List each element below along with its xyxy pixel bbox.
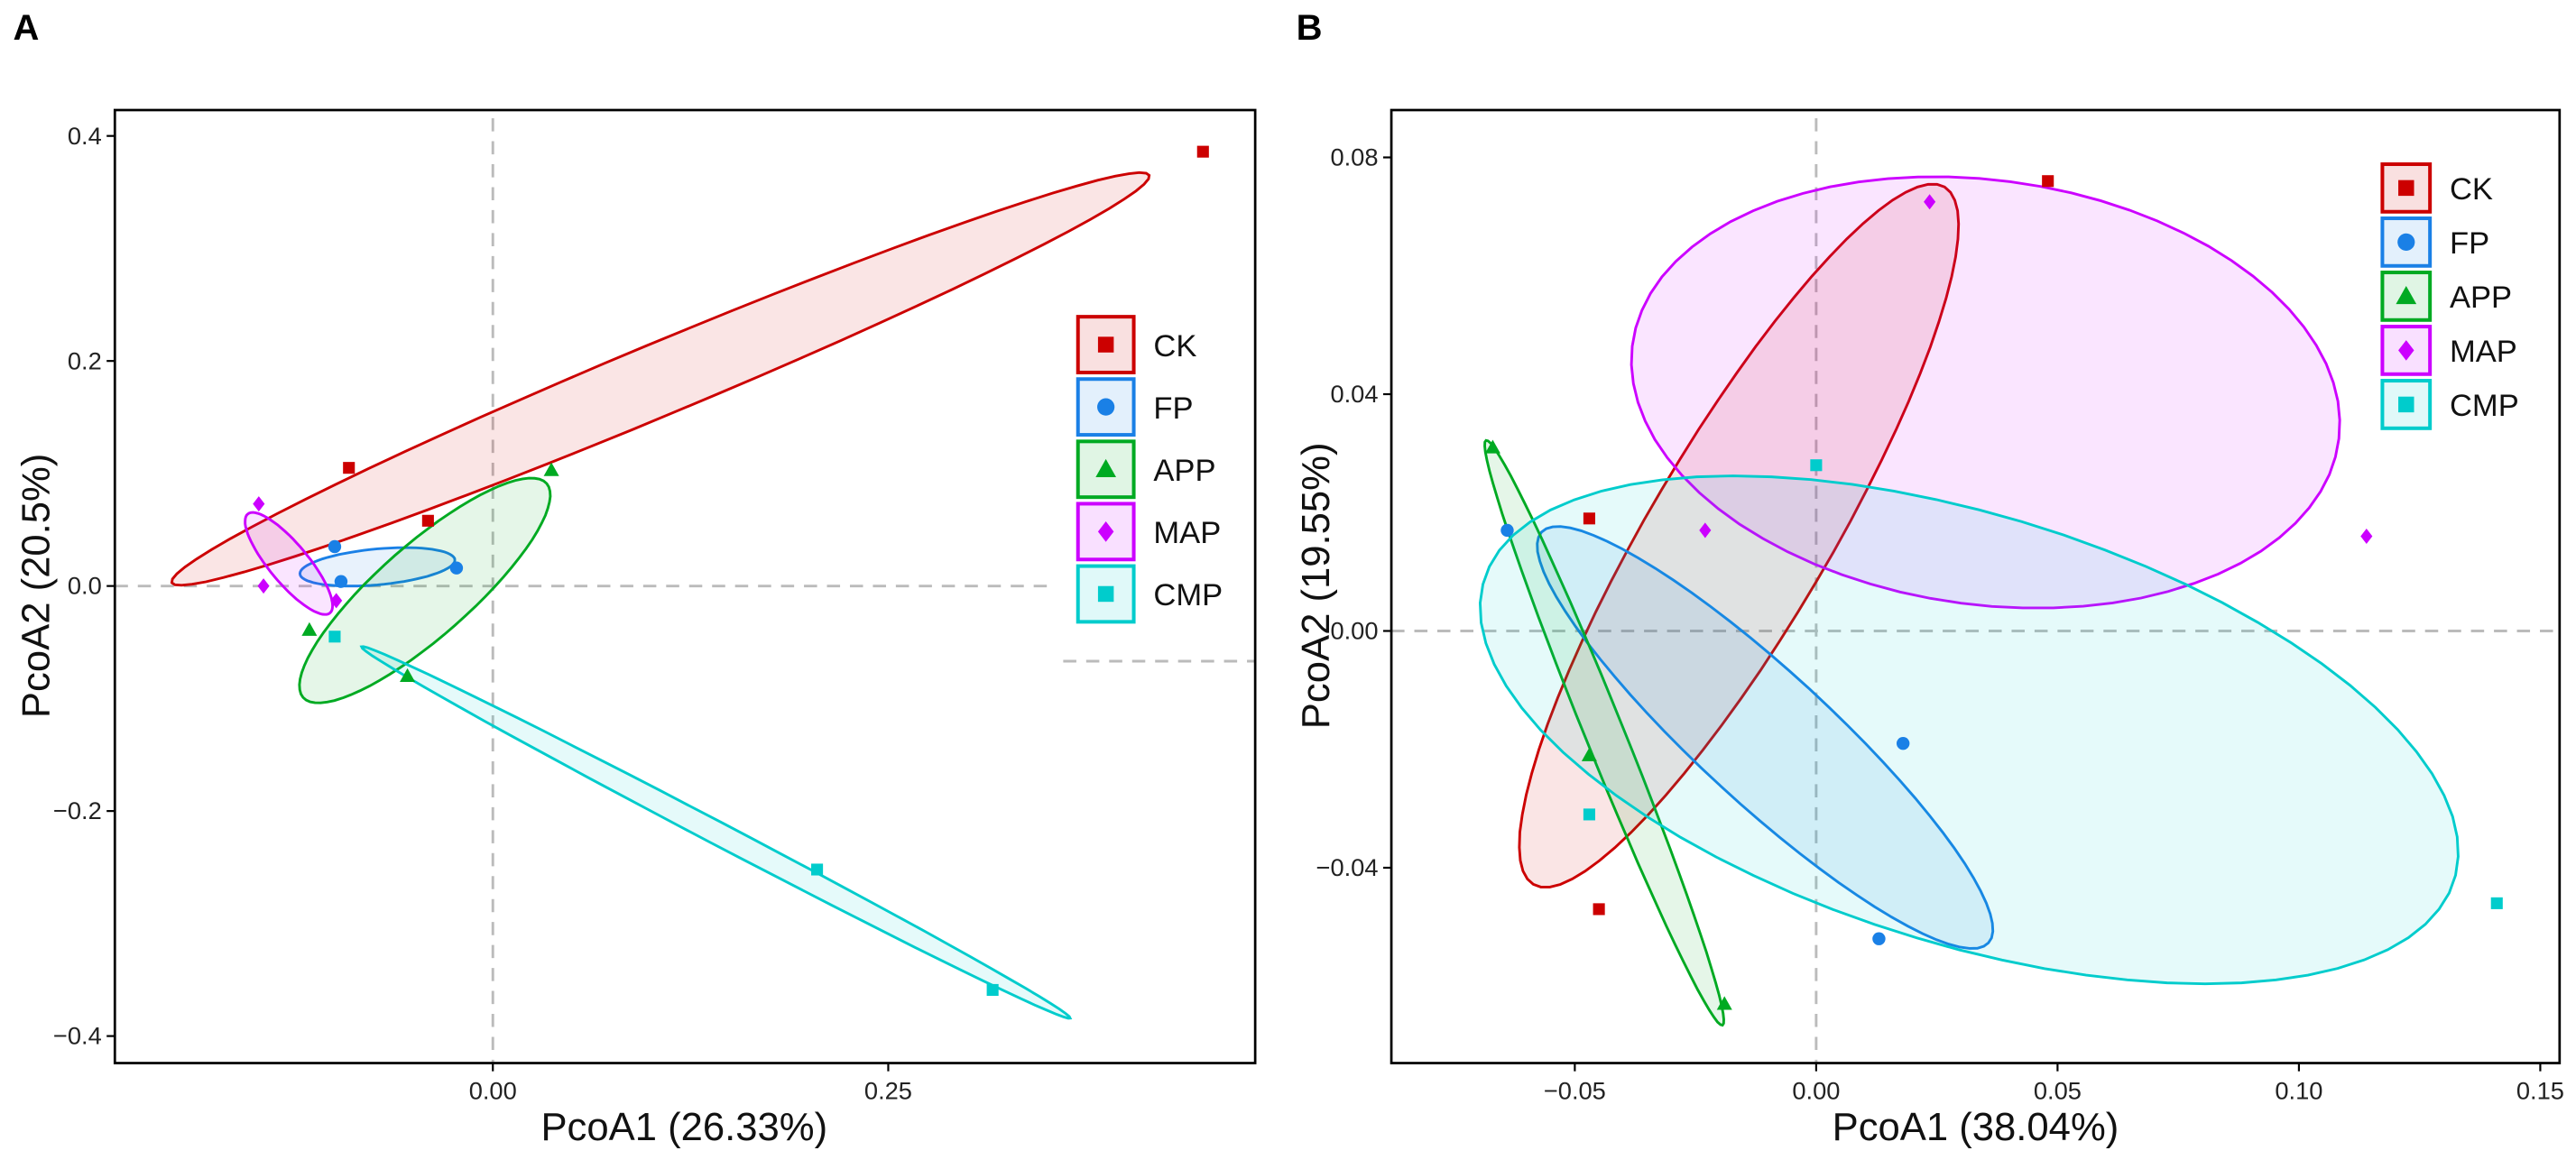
legend-label-app: APP [2450,281,2512,315]
legend-marker-ck [1097,336,1114,353]
legend-label-map: MAP [1153,516,1221,550]
data-point-ck [421,514,434,527]
data-point-fp [328,539,342,554]
confidence-ellipse-ck [170,170,1151,587]
x-tick-label: 0.15 [2516,1077,2564,1105]
data-point-map [330,593,343,609]
plot-area [115,118,1256,1063]
legend-label-app: APP [1153,454,1215,488]
y-axis-label-a: PcoA2 (20.5%) [14,454,59,718]
confidence-ellipse-app [1483,438,1725,1027]
legend-label-map: MAP [2450,335,2517,369]
x-tick-label: 0.25 [864,1077,912,1105]
x-tick-label: 0.00 [469,1077,517,1105]
legend: CK FP APP MAP CMP [2380,162,2519,430]
data-point-cmp [811,863,824,876]
x-tick-label: −0.05 [1544,1077,1606,1105]
data-point-fp [1500,523,1514,538]
data-point-cmp [986,983,999,997]
legend-label-fp: FP [2450,226,2489,261]
legend-label-cmp: CMP [2450,389,2519,423]
data-point-map [2360,528,2373,545]
data-point-map [257,578,270,594]
data-point-app [1484,439,1500,454]
legend-label-fp: FP [1153,391,1193,426]
legend-label-cmp: CMP [1153,578,1223,612]
data-point-fp [1872,932,1886,945]
x-tick-label: 0.00 [1792,1077,1840,1105]
legend-label-ck: CK [1153,329,1196,364]
data-point-app [1716,996,1732,1010]
data-point-ck [1593,903,1605,916]
y-tick-label: 0.00 [1330,617,1378,645]
data-point-cmp [2490,897,2503,909]
y-tick-label: 0.0 [68,572,102,600]
data-point-ck [343,462,355,474]
confidence-ellipse-map [1630,175,2341,610]
confidence-ellipse-cmp [359,645,1073,1020]
panel-label-b: B [1297,8,1323,48]
legend-key-cmp [1076,564,1136,624]
legend-marker-app [2396,286,2417,305]
legend-marker-fp [2397,233,2415,251]
x-tick-label: 0.05 [2034,1077,2082,1105]
legend-label-ck: CK [2450,172,2493,207]
panel-a: A PcoA1 (26.33%) PcoA2 (20.5%) 0.00 0.25 0… [14,8,1257,1149]
plot-frame [1390,108,2562,1064]
x-axis-label-b: PcoA1 (38.04%) [1833,1105,2119,1149]
data-point-app [543,462,559,476]
y-tick-label: 0.2 [68,346,102,374]
legend-marker-cmp [1097,585,1114,603]
data-point-fp [334,575,348,588]
y-tick-label: 0.04 [1330,380,1378,408]
legend-marker-map [2398,340,2414,361]
data-point-fp [449,561,464,575]
panel-b: B PcoA1 (38.04%) PcoA2 (19.55%) −0.05 0.0… [1294,8,2564,1149]
data-point-ck [1196,145,1209,158]
data-point-app [400,667,416,682]
y-axis-label-b: PcoA2 (19.55%) [1294,443,1338,730]
y-tick-label: −0.04 [1316,853,1379,881]
x-axis-label-a: PcoA1 (26.33%) [540,1105,827,1149]
legend-marker-cmp [2398,396,2414,413]
data-point-map [253,496,265,512]
confidence-ellipse-map [244,511,335,616]
y-tick-label: 0.4 [68,122,102,150]
legend-marker-fp [1097,398,1115,416]
panel-label-a: A [14,8,40,48]
data-point-ck [1583,512,1595,525]
data-point-map [1699,522,1712,539]
data-point-ck [2042,175,2054,188]
data-point-cmp [1583,808,1595,821]
data-point-map [1924,194,1936,210]
x-tick-label: 0.10 [2275,1077,2322,1105]
y-tick-label: −0.2 [53,796,102,824]
legend-marker-app [1095,458,1116,477]
data-point-cmp [328,631,341,643]
confidence-ellipse-ck [1518,182,1961,888]
legend: CK FP APP MAP CMP [1076,315,1223,624]
plot-area [1391,118,2560,1063]
data-point-cmp [1810,459,1823,472]
y-tick-label: −0.4 [53,1022,102,1050]
legend-marker-map [1097,521,1114,542]
confidence-ellipse-fp [1536,525,1995,950]
legend-marker-ck [2398,180,2414,197]
confidence-ellipse-cmp [1478,474,2460,986]
data-point-fp [1896,736,1910,750]
data-point-app [1581,747,1597,761]
y-tick-label: 0.08 [1330,143,1378,171]
data-point-app [301,621,318,636]
